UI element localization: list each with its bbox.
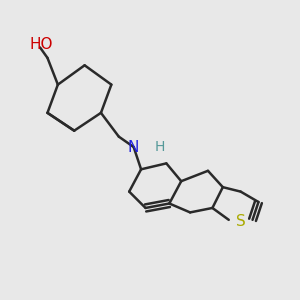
Text: H: H <box>154 140 165 154</box>
Text: HO: HO <box>30 37 53 52</box>
Text: N: N <box>128 140 139 154</box>
Text: S: S <box>236 214 245 229</box>
